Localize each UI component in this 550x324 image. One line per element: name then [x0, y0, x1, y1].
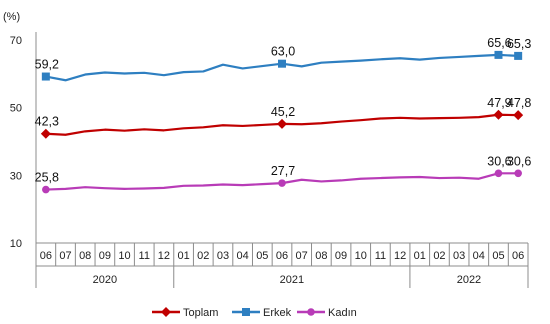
data-label: 47,9 [487, 96, 511, 110]
series-point-kadn [42, 185, 50, 194]
series-point-toplam [493, 109, 504, 120]
legend-marker-kadn [307, 308, 315, 316]
series-point-erkek [41, 72, 50, 81]
legend-label: Kadın [328, 307, 357, 319]
data-labels: 42,3 45,2 47,947,8 59,2 63,0 65,665,3 25,8 27,7… [35, 36, 532, 185]
x-tick-label: 05 [256, 250, 268, 262]
y-tick-label: 50 [10, 103, 22, 115]
year-label: 2020 [93, 274, 117, 286]
x-tick-label: 04 [237, 250, 249, 262]
year-label: 2021 [280, 274, 304, 286]
series-point-erkek [494, 50, 503, 59]
x-tick-label: 03 [217, 250, 229, 262]
data-label: 59,2 [35, 58, 59, 72]
x-tick-label: 04 [473, 250, 485, 262]
y-tick-label: 30 [10, 170, 22, 182]
x-tick-label: 10 [355, 250, 367, 262]
x-tick-label: 06 [276, 250, 288, 262]
legend-label: Toplam [183, 307, 218, 319]
series-point-kadn [494, 169, 503, 178]
x-tick-label: 01 [177, 250, 189, 262]
series-layer [40, 50, 524, 194]
series-point-kadn [278, 179, 286, 187]
axes [35, 32, 529, 288]
y-axis-ticks: 10 30 50 70 [10, 35, 22, 250]
series-point-erkek [514, 51, 523, 60]
x-tick-label: 07 [296, 250, 308, 262]
legend-marker-toplam [161, 307, 171, 317]
data-label: 27,7 [271, 164, 295, 178]
x-tick-label: 05 [492, 250, 504, 262]
year-label: 2022 [457, 274, 481, 286]
x-tick-label: 07 [59, 250, 71, 262]
data-label: 65,6 [487, 36, 511, 50]
series-point-toplam [277, 118, 287, 129]
legend: Toplam Erkek Kadın [152, 307, 357, 319]
x-tick-label: 03 [453, 250, 465, 262]
data-label: 42,3 [35, 115, 59, 129]
data-label: 63,0 [271, 45, 295, 59]
x-tick-label: 11 [375, 250, 386, 262]
x-tick-label: 09 [335, 250, 347, 262]
x-tick-label: 12 [394, 250, 406, 262]
y-tick-label: 70 [10, 35, 22, 47]
series-point-kadn [514, 169, 522, 178]
series-point-erkek [278, 59, 286, 68]
legend-label: Erkek [263, 307, 292, 319]
x-tick-label: 11 [139, 250, 150, 262]
data-label: 30,6 [507, 154, 531, 168]
legend-marker-erkek [242, 308, 250, 316]
y-tick-label: 10 [10, 238, 22, 250]
x-tick-label: 08 [79, 250, 91, 262]
x-tick-label: 06 [40, 250, 52, 262]
x-tick-label: 10 [118, 250, 130, 262]
x-tick-label: 01 [414, 250, 426, 262]
data-label: 47,8 [507, 96, 531, 110]
series-point-toplam [40, 128, 51, 139]
x-tick-label: 09 [99, 250, 111, 262]
series-point-toplam [513, 110, 524, 121]
x-tick-label: 12 [158, 250, 170, 262]
x-tick-label: 02 [197, 250, 209, 262]
x-tick-label: 08 [315, 250, 327, 262]
data-label: 25,8 [35, 171, 59, 185]
data-label: 45,2 [271, 105, 295, 119]
y-unit-label: (%) [3, 11, 20, 23]
data-label: 30,6 [487, 154, 511, 168]
x-axis-labels: 06 07 08 09 10 11 12 01 02 03 04 05 06 07 08 09 10 11 12 01… [40, 250, 525, 286]
x-tick-label: 06 [512, 250, 524, 262]
x-tick-label: 02 [433, 250, 445, 262]
data-label: 65,3 [507, 37, 531, 51]
